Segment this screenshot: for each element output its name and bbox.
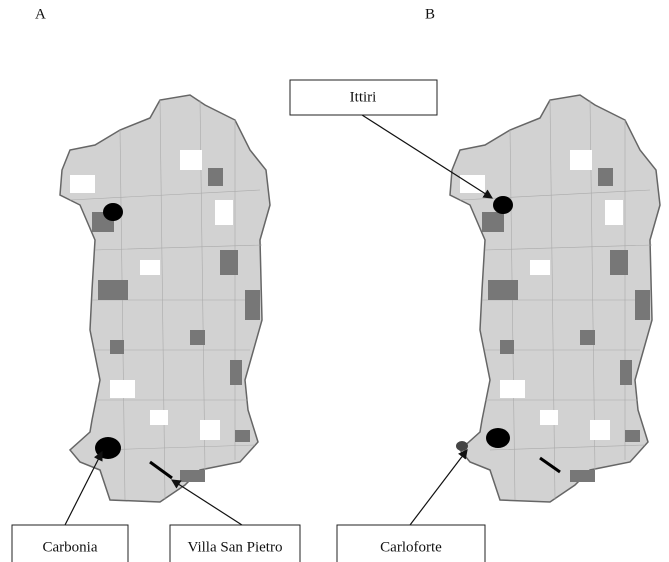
map-a (59, 94, 271, 503)
callout-label: Carloforte (380, 539, 442, 555)
callout: Villa San Pietro (169, 479, 301, 562)
panel-label: A (35, 6, 46, 22)
callout-label: Villa San Pietro (188, 539, 283, 555)
map-b (449, 94, 661, 503)
callout-label: Ittiri (350, 89, 377, 105)
callout: Carbonia (11, 450, 129, 562)
callout-label: Carbonia (43, 539, 98, 555)
callout: Carloforte (336, 449, 486, 562)
callout: Ittiri (289, 79, 494, 199)
panel-label: B (425, 6, 435, 22)
